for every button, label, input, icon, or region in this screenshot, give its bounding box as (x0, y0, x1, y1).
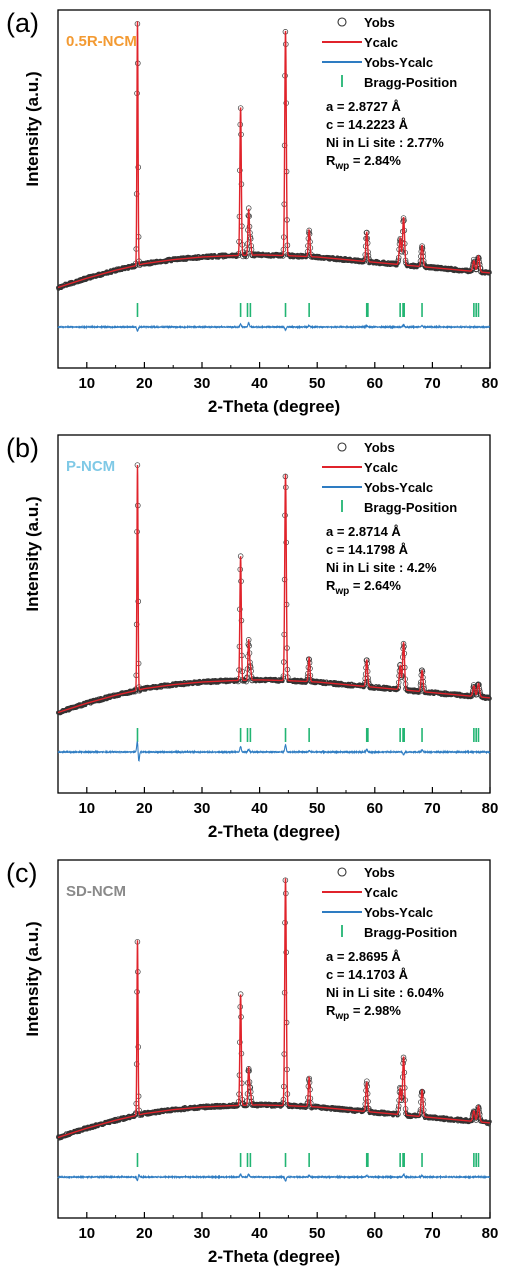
x-tick-label: 40 (251, 375, 268, 392)
plot-frame (57, 9, 491, 369)
refinement-params: a = 2.8727 Å c = 14.2223 Å Ni in Li site :… (326, 99, 444, 172)
panel-letter: (b) (6, 433, 39, 463)
legend-yobs-marker (337, 867, 347, 877)
legend: Yobs Ycalc Yobs-Ycalc Bragg-Position (322, 15, 457, 90)
x-tick-label: 70 (424, 375, 441, 392)
series-bragg-positions (136, 303, 480, 317)
x-tick-label: 50 (309, 1225, 326, 1242)
x-tick-label: 80 (482, 375, 499, 392)
param-rwp: Rwp = 2.98% (326, 1003, 401, 1022)
sample-name: P-NCM (66, 458, 115, 475)
series-ycalc-line (57, 21, 490, 289)
param-ni-li: Ni in Li site : 2.77% (326, 135, 444, 150)
x-axis-title: 2-Theta (degree) (208, 822, 340, 841)
legend-diff-label: Yobs-Ycalc (364, 480, 433, 495)
param-ni-li: Ni in Li site : 4.2% (326, 560, 437, 575)
x-axis-title: 2-Theta (degree) (208, 397, 340, 416)
legend-ycalc-label: Ycalc (364, 885, 398, 900)
param-c: c = 14.2223 Å (326, 117, 409, 132)
x-tick-label: 30 (194, 800, 211, 817)
x-tick-label: 20 (136, 800, 153, 817)
x-tick-label: 60 (366, 375, 383, 392)
y-axis-title: Intensity (a.u.) (23, 496, 42, 611)
legend-yobs-label: Yobs (364, 15, 395, 30)
x-tick-label: 40 (251, 800, 268, 817)
x-tick-label: 80 (482, 800, 499, 817)
legend-ycalc-label: Ycalc (364, 35, 398, 50)
plot-frame (57, 434, 491, 794)
rwp-subscript: wp (334, 161, 349, 172)
legend-yobs-marker (337, 442, 347, 452)
param-c: c = 14.1703 Å (326, 967, 409, 982)
legend-bragg-label: Bragg-Position (364, 75, 457, 90)
legend-diff-label: Yobs-Ycalc (364, 905, 433, 920)
x-tick-label: 10 (78, 800, 95, 817)
x-tick-label: 60 (366, 800, 383, 817)
param-a: a = 2.8714 Å (326, 524, 401, 539)
legend-yobs-label: Yobs (364, 865, 395, 880)
legend: Yobs Ycalc Yobs-Ycalc Bragg-Position (322, 440, 457, 515)
legend-bragg-label: Bragg-Position (364, 500, 457, 515)
param-c: c = 14.1798 Å (326, 542, 409, 557)
legend: Yobs Ycalc Yobs-Ycalc Bragg-Position (322, 865, 457, 940)
x-axis-title: 2-Theta (degree) (208, 1247, 340, 1266)
series-bragg-positions (136, 1153, 480, 1167)
refinement-params: a = 2.8695 Å c = 14.1703 Å Ni in Li site :… (326, 949, 444, 1022)
rwp-subscript: wp (334, 1011, 349, 1022)
rwp-symbol: R (326, 153, 336, 168)
param-a: a = 2.8727 Å (326, 99, 401, 114)
series-bragg-positions (136, 728, 480, 742)
x-tick-label: 60 (366, 1225, 383, 1242)
series-difference-line (57, 1172, 491, 1182)
sample-name: SD-NCM (66, 883, 126, 900)
rwp-value: = 2.64% (349, 578, 401, 593)
rwp-subscript: wp (334, 586, 349, 597)
sample-name: 0.5R-NCM (66, 33, 137, 50)
x-tick-label: 10 (78, 1225, 95, 1242)
x-tick-label: 30 (194, 375, 211, 392)
legend-bragg-label: Bragg-Position (364, 925, 457, 940)
legend-yobs-label: Yobs (364, 440, 395, 455)
param-rwp: Rwp = 2.84% (326, 153, 401, 172)
chart-panel-3: 10 20 30 40 50 60 70 80 2-Theta (degree) Intensit… (6, 858, 498, 1266)
chart-panel-1: 10 20 30 40 50 60 70 80 2-Theta (degree) Intensit… (6, 8, 498, 416)
x-tick-label: 50 (309, 375, 326, 392)
x-tick-label: 20 (136, 1225, 153, 1242)
x-tick-label: 70 (424, 1225, 441, 1242)
x-tick-label: 20 (136, 375, 153, 392)
y-axis-title: Intensity (a.u.) (23, 71, 42, 186)
x-tick-label: 10 (78, 375, 95, 392)
param-ni-li: Ni in Li site : 6.04% (326, 985, 444, 1000)
y-axis-title: Intensity (a.u.) (23, 921, 42, 1036)
x-tick-label: 70 (424, 800, 441, 817)
x-tick-label: 40 (251, 1225, 268, 1242)
x-tick-label: 30 (194, 1225, 211, 1242)
param-rwp: Rwp = 2.64% (326, 578, 401, 597)
series-difference-line (57, 321, 491, 333)
refinement-params: a = 2.8714 Å c = 14.1798 Å Ni in Li site :… (326, 524, 437, 597)
legend-yobs-marker (337, 17, 347, 27)
rwp-value: = 2.98% (349, 1003, 401, 1018)
panel-letter: (c) (6, 858, 37, 888)
rwp-value: = 2.84% (349, 153, 401, 168)
x-tick-label: 80 (482, 1225, 499, 1242)
chart-panel-2: 10 20 30 40 50 60 70 80 2-Theta (degree) Intensit… (6, 433, 498, 841)
legend-ycalc-label: Ycalc (364, 460, 398, 475)
legend-diff-label: Yobs-Ycalc (364, 55, 433, 70)
param-a: a = 2.8695 Å (326, 949, 401, 964)
panel-letter: (a) (6, 8, 39, 38)
series-difference-line (57, 740, 491, 762)
x-tick-label: 50 (309, 800, 326, 817)
